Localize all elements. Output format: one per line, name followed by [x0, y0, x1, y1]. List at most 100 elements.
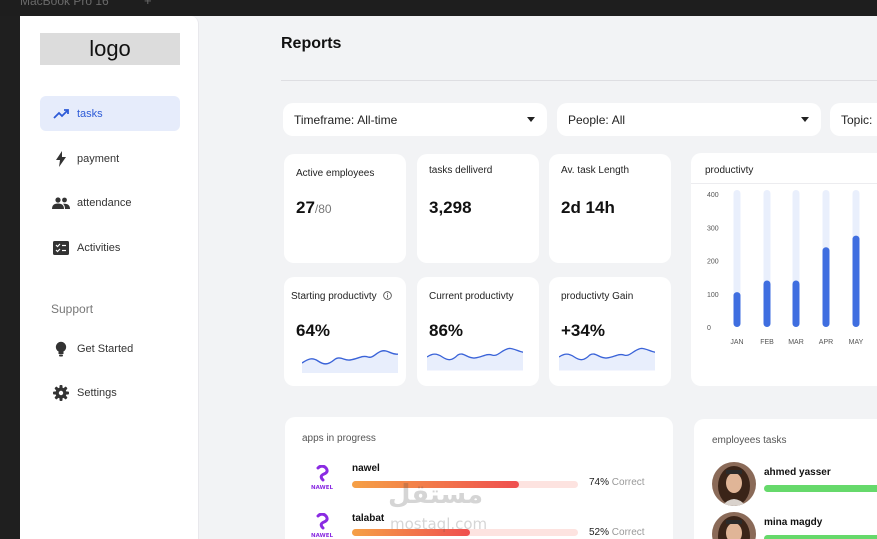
card-title-text: Starting productivty	[291, 291, 377, 302]
sidebar-item-get-started[interactable]: Get Started	[40, 331, 180, 366]
sidebar-item-label: Settings	[77, 386, 117, 399]
chart-title: productivty	[705, 165, 754, 176]
people-filter[interactable]: People: All	[557, 103, 821, 136]
trend-up-icon	[52, 105, 70, 123]
avatar[interactable]	[712, 462, 756, 506]
stat-value: 2d 14h	[561, 198, 615, 217]
stat-title: Av. task Length	[561, 165, 630, 176]
x-tick-label: APR	[819, 339, 833, 346]
filter-label: Topic:	[841, 112, 873, 127]
employee-name: ahmed yasser	[764, 467, 831, 478]
lightning-icon	[52, 150, 70, 168]
app-logo-text: NAWEL	[311, 533, 333, 539]
y-tick-label: 0	[707, 325, 711, 332]
support-section-label: Support	[51, 302, 94, 316]
productivity-chart-card: productivty 400 300 200 100 0 JAN FEB MAR APR MAY	[691, 153, 877, 386]
percent-value: 74%	[589, 477, 610, 488]
stat-card-active-employees: Active employees 27/80	[284, 154, 406, 263]
card-value: +34%	[561, 321, 605, 340]
app-progress-track	[352, 481, 578, 488]
app-progress-fill	[352, 481, 520, 488]
stat-title: Active employees	[296, 168, 375, 179]
card-starting-productivity: Starting productivty 64%	[284, 277, 406, 386]
caret-down-icon	[801, 117, 809, 122]
header-divider	[281, 80, 877, 81]
lightbulb-icon	[52, 340, 70, 358]
stat-title: tasks delliverd	[429, 165, 493, 176]
sidebar: logo tasks payment attendance Activities	[20, 16, 199, 539]
stat-card-av-task-length: Av. task Length 2d 14h	[549, 154, 671, 263]
sidebar-item-label: Get Started	[77, 342, 134, 355]
logo[interactable]: logo	[40, 33, 180, 65]
info-icon[interactable]	[383, 291, 393, 300]
apps-in-progress-card: apps in progress NAWEL nawel 74% Correct…	[285, 417, 673, 539]
app-logo-text: NAWEL	[311, 485, 333, 491]
employee-progress-fill	[764, 485, 877, 492]
bar-may[interactable]	[852, 235, 860, 327]
stat-value: 27/80	[296, 198, 332, 218]
sidebar-item-label: payment	[77, 152, 120, 165]
section-title: employees tasks	[712, 435, 787, 446]
card-productivity-gain: productivty Gain +34%	[549, 277, 671, 386]
caret-down-icon	[527, 117, 535, 122]
card-title: productivty Gain	[561, 291, 634, 302]
x-tick-label: MAY	[849, 339, 864, 346]
app-logo-nawel: NAWEL	[311, 465, 333, 491]
sidebar-item-settings[interactable]: Settings	[40, 375, 180, 410]
employee-progress-track	[764, 535, 877, 539]
filter-label: Timeframe:	[294, 112, 355, 127]
employee-progress-fill	[764, 535, 877, 539]
add-frame-icon[interactable]: +	[144, 0, 152, 8]
bar-mar[interactable]	[792, 280, 800, 327]
sparkline	[302, 350, 398, 373]
section-title: apps in progress	[302, 433, 376, 444]
sparkline	[427, 347, 523, 371]
bar-apr[interactable]	[822, 247, 830, 327]
percent-suffix: Correct	[611, 527, 645, 538]
percent-value: 52%	[589, 527, 610, 538]
y-tick-label: 300	[707, 225, 719, 232]
card-title: Current productivty	[429, 291, 514, 302]
filter-value: All-time	[357, 112, 398, 127]
sidebar-item-activities[interactable]: Activities	[40, 230, 180, 265]
stat-card-tasks-delivered: tasks delliverd 3,298	[417, 154, 539, 263]
app-progress-fill	[352, 529, 470, 536]
filter-value: All	[611, 112, 626, 127]
sidebar-item-tasks[interactable]: tasks	[40, 96, 180, 131]
employee-progress-track	[764, 485, 877, 492]
app-name: nawel	[352, 463, 380, 474]
filter-label: People:	[568, 112, 609, 127]
x-tick-label: MAR	[788, 339, 804, 346]
stat-sub: /80	[314, 202, 332, 216]
x-tick-label: FEB	[760, 339, 774, 346]
sidebar-item-attendance[interactable]: attendance	[40, 185, 180, 220]
sparkline	[559, 347, 655, 371]
window-title: MacBook Pro 16	[20, 0, 109, 8]
productivity-bar-chart: 400 300 200 100 0 JAN FEB MAR APR MAY	[707, 190, 864, 346]
percent-suffix: Correct	[611, 477, 645, 488]
app-progress-percent: 52% Correct	[589, 527, 645, 538]
stat-number: 27	[296, 198, 315, 217]
chart-divider	[691, 183, 877, 184]
gear-icon	[52, 384, 70, 402]
y-tick-label: 400	[707, 192, 719, 199]
app-frame: logo tasks payment attendance Activities	[20, 16, 877, 539]
sidebar-item-payment[interactable]: payment	[40, 141, 180, 176]
bar-jan[interactable]	[733, 292, 741, 327]
avatar[interactable]	[712, 512, 756, 539]
card-value: 64%	[296, 321, 331, 340]
bar-feb[interactable]	[763, 280, 771, 327]
app-logo-talabat: NAWEL	[311, 513, 333, 539]
card-title: Starting productivty	[291, 291, 393, 302]
y-tick-label: 200	[707, 259, 719, 266]
topic-filter[interactable]: Topic:	[830, 103, 877, 136]
app-progress-percent: 74% Correct	[589, 477, 645, 488]
window-titlebar: MacBook Pro 16 +	[0, 0, 877, 16]
card-value: 86%	[429, 321, 464, 340]
app-name: talabat	[352, 513, 385, 524]
card-current-productivity: Current productivty 86%	[417, 277, 539, 386]
stat-value: 3,298	[429, 198, 472, 217]
x-tick-label: JAN	[730, 339, 743, 346]
sidebar-item-label: Activities	[77, 241, 121, 254]
timeframe-filter[interactable]: Timeframe: All-time	[283, 103, 547, 136]
